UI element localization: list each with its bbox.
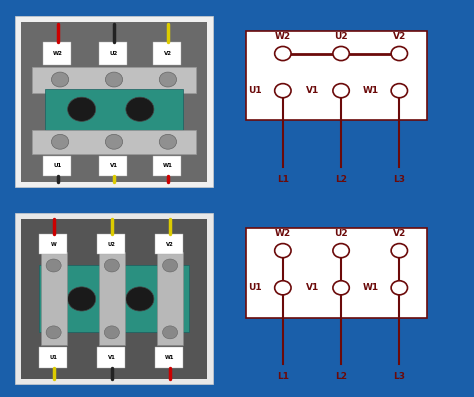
Text: W1: W1 [363,86,379,95]
Bar [43,42,71,65]
Bar [99,156,127,176]
Text: L3: L3 [393,175,405,184]
Circle shape [333,281,349,295]
Bar [155,347,183,368]
Text: V2: V2 [392,229,406,239]
Text: U1: U1 [248,86,262,95]
Text: V1: V1 [110,164,118,168]
Bar [99,252,125,345]
Circle shape [159,134,176,149]
Circle shape [159,72,176,87]
Bar [32,130,196,154]
Circle shape [126,97,154,121]
Text: L3: L3 [393,372,405,382]
Text: V2: V2 [392,32,406,41]
Circle shape [163,259,178,272]
Text: U2: U2 [334,32,348,41]
Text: L1: L1 [277,175,289,184]
Circle shape [333,84,349,98]
Circle shape [68,97,96,121]
Text: W2: W2 [275,32,291,41]
Circle shape [333,46,349,61]
Bar [41,252,66,345]
Circle shape [274,281,291,295]
Circle shape [105,134,123,149]
Text: U2: U2 [110,51,118,56]
Bar [21,22,207,182]
Circle shape [104,326,119,339]
Bar [155,234,183,254]
Bar [38,266,190,332]
Circle shape [46,259,61,272]
Circle shape [274,244,291,258]
Text: V2: V2 [164,51,172,56]
Bar [97,234,125,254]
Text: W2: W2 [53,51,63,56]
Bar [157,252,183,345]
Circle shape [391,84,408,98]
Circle shape [391,46,408,61]
Bar [97,347,125,368]
Text: L2: L2 [335,372,347,382]
Bar [246,228,428,318]
Bar [246,31,428,120]
Bar [38,234,66,254]
Text: U1: U1 [50,355,58,360]
Text: W1: W1 [165,355,175,360]
Text: V1: V1 [108,355,116,360]
Circle shape [163,326,178,339]
Circle shape [274,84,291,98]
Bar [153,156,181,176]
Text: W1: W1 [363,283,379,292]
Circle shape [46,326,61,339]
Circle shape [333,244,349,258]
Text: V1: V1 [306,86,319,95]
Text: L2: L2 [335,175,347,184]
Text: L1: L1 [277,372,289,382]
Text: W2: W2 [275,229,291,239]
Circle shape [105,72,123,87]
Text: U1: U1 [248,283,262,292]
Bar [38,347,66,368]
Text: W1: W1 [163,164,173,168]
Text: V1: V1 [306,283,319,292]
Text: U1: U1 [54,164,62,168]
Circle shape [126,287,154,311]
Circle shape [391,281,408,295]
Circle shape [52,134,69,149]
Circle shape [104,259,119,272]
Bar [45,89,183,130]
Text: V2: V2 [166,242,174,247]
Bar [153,42,181,65]
Circle shape [68,287,96,311]
Bar [43,156,71,176]
Text: W: W [51,242,56,247]
Text: U2: U2 [334,229,348,239]
Bar [21,219,207,379]
Circle shape [274,46,291,61]
Circle shape [52,72,69,87]
Bar [32,67,196,93]
Bar [99,42,127,65]
Text: U2: U2 [108,242,116,247]
Circle shape [391,244,408,258]
